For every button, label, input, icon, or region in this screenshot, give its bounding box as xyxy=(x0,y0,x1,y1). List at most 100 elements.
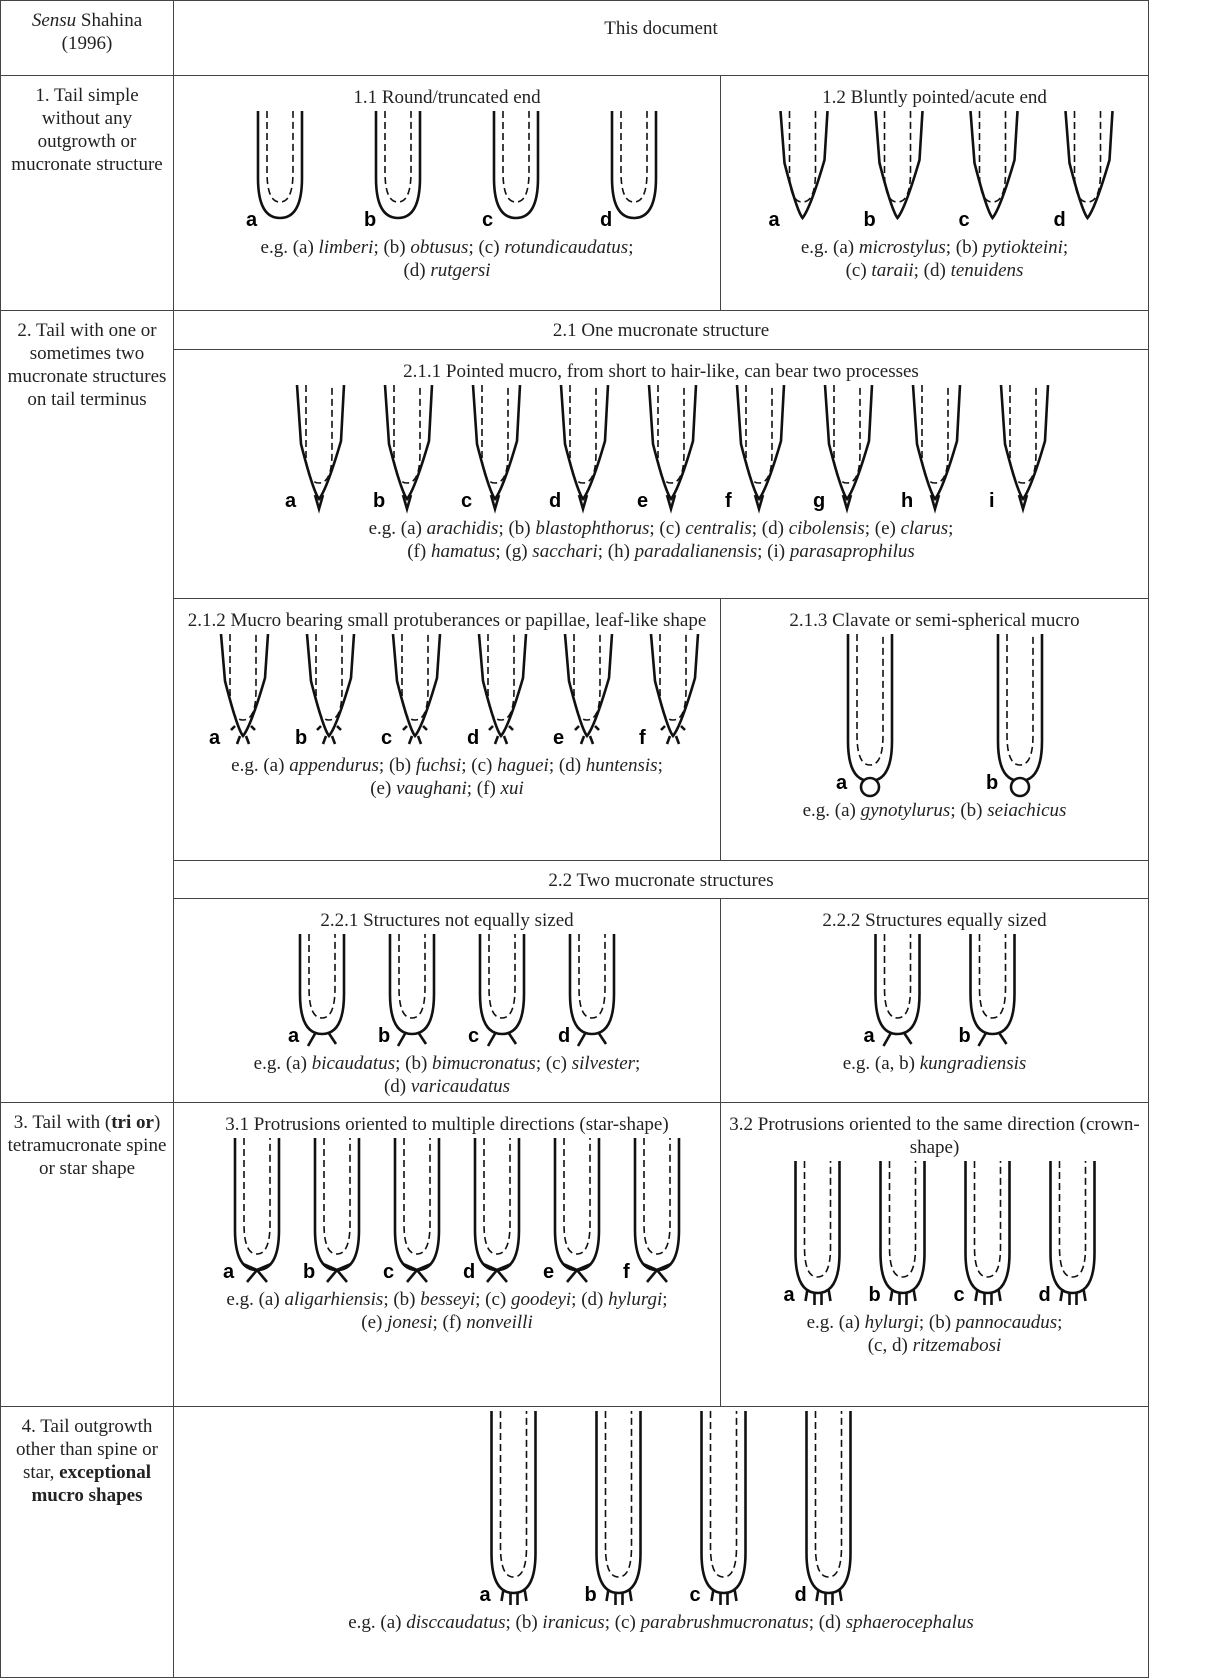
tail-drawing xyxy=(555,1138,599,1282)
section-title: 2.2 Two mucronate structures xyxy=(174,861,1149,899)
caption: e.g. (a) hylurgi; (b) pannocaudus;(c, d)… xyxy=(727,1311,1142,1357)
emphasis: kungradiensis xyxy=(920,1053,1027,1074)
emphasis: parabrushmucronatus xyxy=(641,1612,809,1633)
tail-outline xyxy=(300,934,344,1034)
caption-line: (c) taraii; (d) tenuidens xyxy=(727,259,1142,282)
tail-outline xyxy=(475,1138,519,1270)
row: 2.1.2 Mucro bearing small protuberances … xyxy=(1,599,1149,861)
group-cell: 3.1 Protrusions oriented to multiple dir… xyxy=(174,1103,721,1407)
figure-letter: h xyxy=(901,490,913,512)
figure-letter: a xyxy=(836,772,848,794)
tail-drawing xyxy=(970,111,1017,218)
tail-drawing xyxy=(473,385,520,509)
header-right: This document xyxy=(174,1,1149,76)
group-cell: 1.2 Bluntly pointed/acute endabcde.g. (a… xyxy=(721,76,1149,311)
tail-drawing xyxy=(875,934,919,1046)
emphasis: ritzemabosi xyxy=(913,1335,1002,1356)
tail-drawing xyxy=(651,634,698,744)
figure-letter: b xyxy=(303,1261,315,1283)
text: ; (b) xyxy=(950,800,987,821)
emphasis: paradalianensis xyxy=(635,541,757,562)
tip xyxy=(861,778,879,796)
tail-drawing xyxy=(965,1161,1009,1305)
figure-letter: b xyxy=(986,772,998,794)
figure: abcd xyxy=(735,111,1135,236)
emphasis: bimucronatus xyxy=(432,1053,536,1074)
figure-letter: f xyxy=(639,727,646,749)
text: (c, d) xyxy=(868,1335,913,1356)
text: e.g. (a) xyxy=(261,237,319,258)
tail-inner xyxy=(267,111,293,202)
tail-outline xyxy=(385,385,432,499)
figure: abcdefghi xyxy=(255,385,1067,517)
tail-inner xyxy=(621,111,647,202)
group-cell: 1.1 Round/truncated endabcde.g. (a) limb… xyxy=(174,76,721,311)
tail-inner xyxy=(402,634,428,720)
text: ; (c) xyxy=(536,1053,572,1074)
tail-inner xyxy=(306,385,332,483)
tail-drawing xyxy=(702,1411,746,1605)
tail-outline xyxy=(597,1411,641,1593)
emphasis: tenuidens xyxy=(951,260,1024,281)
emphasis: pytiokteini xyxy=(983,237,1063,258)
text: e.g. (a, b) xyxy=(843,1053,920,1074)
tail-inner xyxy=(399,934,425,1018)
text: ; xyxy=(1063,237,1068,258)
figure-letter: c xyxy=(953,1284,964,1306)
text: ; (b) xyxy=(505,1612,542,1633)
emphasis: microstylus xyxy=(859,237,946,258)
text: ; (b) xyxy=(383,1289,420,1310)
caption: e.g. (a) arachidis; (b) blastophthorus; … xyxy=(180,517,1142,563)
figure-letter: i xyxy=(989,490,995,512)
row-label: 1. Tail simple without any outgrowth or … xyxy=(1,76,174,311)
text: (f) xyxy=(407,541,431,562)
tail-inner xyxy=(404,1138,430,1254)
figure-letter: d xyxy=(463,1261,475,1283)
figure: ab xyxy=(830,934,1040,1052)
tail-drawing xyxy=(795,1161,839,1305)
tail-outline xyxy=(612,111,656,218)
emphasis: pannocaudus xyxy=(956,1312,1057,1333)
text: ; xyxy=(662,1289,667,1310)
tail-outline xyxy=(1050,1161,1094,1293)
tail-outline xyxy=(649,385,696,499)
emphasis: arachidis xyxy=(427,518,499,539)
figure-letter: a xyxy=(209,727,221,749)
text: (c) xyxy=(846,260,872,281)
caption-line: e.g. (a) gynotylurus; (b) seiachicus xyxy=(727,799,1142,822)
tail-inner xyxy=(488,634,514,720)
tail-inner xyxy=(789,111,815,202)
emphasis: xui xyxy=(501,778,524,799)
tail-drawing xyxy=(807,1411,851,1605)
caption: e.g. (a) limberi; (b) obtusus; (c) rotun… xyxy=(180,236,714,282)
tail-drawing xyxy=(315,1138,359,1282)
text: e.g. (a) xyxy=(254,1053,312,1074)
group-title: 2.1.1 Pointed mucro, from short to hair-… xyxy=(180,360,1142,383)
emphasis: varicaudatus xyxy=(411,1076,510,1097)
tail-drawing xyxy=(649,385,696,509)
figure-letter: b xyxy=(373,490,385,512)
caption: e.g. (a) gynotylurus; (b) seiachicus xyxy=(727,799,1142,822)
caption-line: (c, d) ritzemabosi xyxy=(727,1334,1142,1357)
figure-letter: d xyxy=(1038,1284,1050,1306)
figure-letter: c xyxy=(461,490,472,512)
emphasis: jonesi xyxy=(387,1312,432,1333)
tip xyxy=(563,1264,591,1282)
emphasis: goodeyi xyxy=(511,1289,571,1310)
figure: abcd xyxy=(441,1411,881,1611)
text: ; (h) xyxy=(598,541,635,562)
tail-inner xyxy=(804,1161,830,1277)
tail-outline xyxy=(480,934,524,1034)
caption: e.g. (a) disccaudatus; (b) iranicus; (c)… xyxy=(180,1611,1142,1634)
emphasis: obtusus xyxy=(410,237,468,258)
emphasis: centralis xyxy=(685,518,752,539)
header-row: Sensu Shahina (1996) This document xyxy=(1,1,1149,76)
classification-table: Sensu Shahina (1996) This document 1. Ta… xyxy=(0,0,1149,1678)
text: ; xyxy=(635,1053,640,1074)
tail-drawing xyxy=(565,634,612,744)
tail-outline xyxy=(492,1411,536,1593)
caption-line: e.g. (a, b) kungradiensis xyxy=(727,1052,1142,1075)
tail-inner xyxy=(922,385,948,483)
